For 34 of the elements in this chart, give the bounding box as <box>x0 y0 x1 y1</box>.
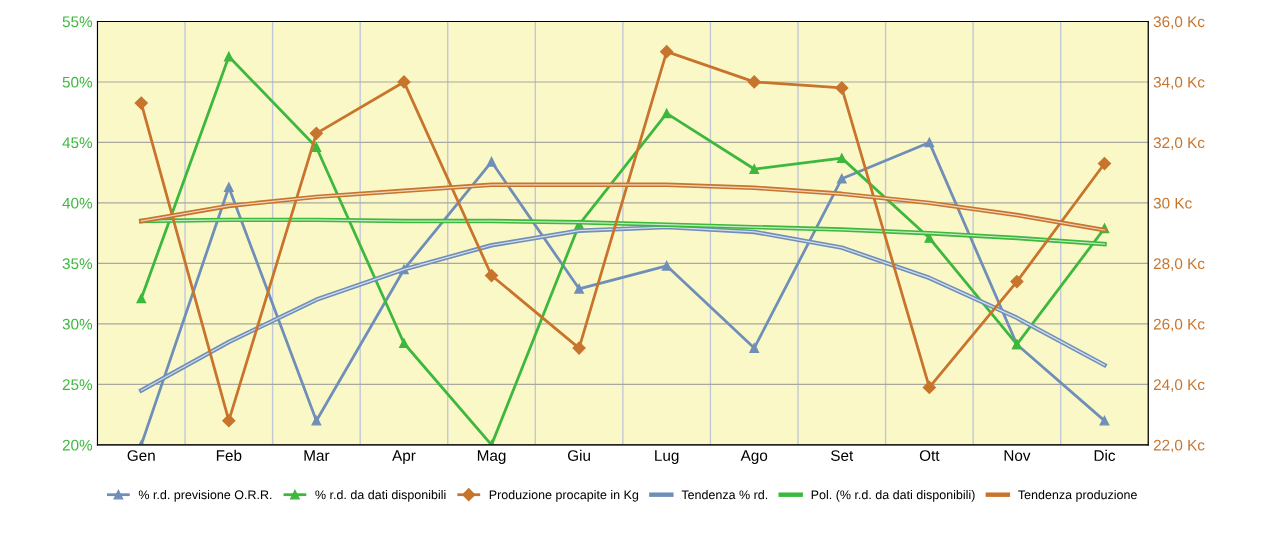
x-tick-label: Lug <box>655 450 679 464</box>
legend-label: Produzione procapite in Kg <box>489 490 639 502</box>
x-tick-label: Ago <box>740 450 768 464</box>
y2-tick-label: 36,0 Kc <box>1153 16 1205 29</box>
x-tick-label: Mag <box>477 450 506 464</box>
legend-label: % r.d. previsione O.R.R. <box>138 490 272 502</box>
x-tick-label: Dic <box>1094 449 1116 461</box>
legend-label: Pol. (% r.d. da dati disponibili) <box>811 490 975 502</box>
y2-tick-label: 30 Kc <box>1153 197 1192 209</box>
y2-tick-label: 32,0 Kc <box>1153 137 1205 150</box>
y2-tick-label: 28,0 Kc <box>1153 258 1205 271</box>
y-tick-label: 35% <box>62 258 93 270</box>
y-tick-label: 25% <box>62 379 93 391</box>
y-tick-label: 40% <box>62 197 93 209</box>
y2-tick-label: 22,0 Kc <box>1153 439 1205 453</box>
x-tick-label: Nov <box>1004 450 1031 461</box>
x-tick-label: Gen <box>127 450 155 461</box>
x-tick-label: Set <box>831 450 854 461</box>
x-tick-label: Ott <box>919 450 940 461</box>
legend-label: Tendenza produzione <box>1018 490 1137 502</box>
x-tick-label: Mar <box>304 450 330 461</box>
x-tick-label: Giu <box>567 449 590 461</box>
y-tick-label: 30% <box>62 318 93 330</box>
legend-label: % r.d. da dati disponibili <box>315 490 446 502</box>
y2-tick-label: 24,0 Kc <box>1153 379 1205 392</box>
y-tick-label: 45% <box>62 137 93 149</box>
x-tick-label: Feb <box>216 449 242 461</box>
legend-label: Tendenza % rd. <box>681 490 768 500</box>
y-tick-label: 50% <box>62 76 93 88</box>
x-tick-label: Apr <box>392 450 416 464</box>
y-tick-label: 55% <box>62 16 93 28</box>
y-tick-label: 20% <box>62 439 93 451</box>
y2-tick-label: 26,0 Kc <box>1153 318 1205 332</box>
y2-tick-label: 34,0 Kc <box>1153 76 1205 90</box>
